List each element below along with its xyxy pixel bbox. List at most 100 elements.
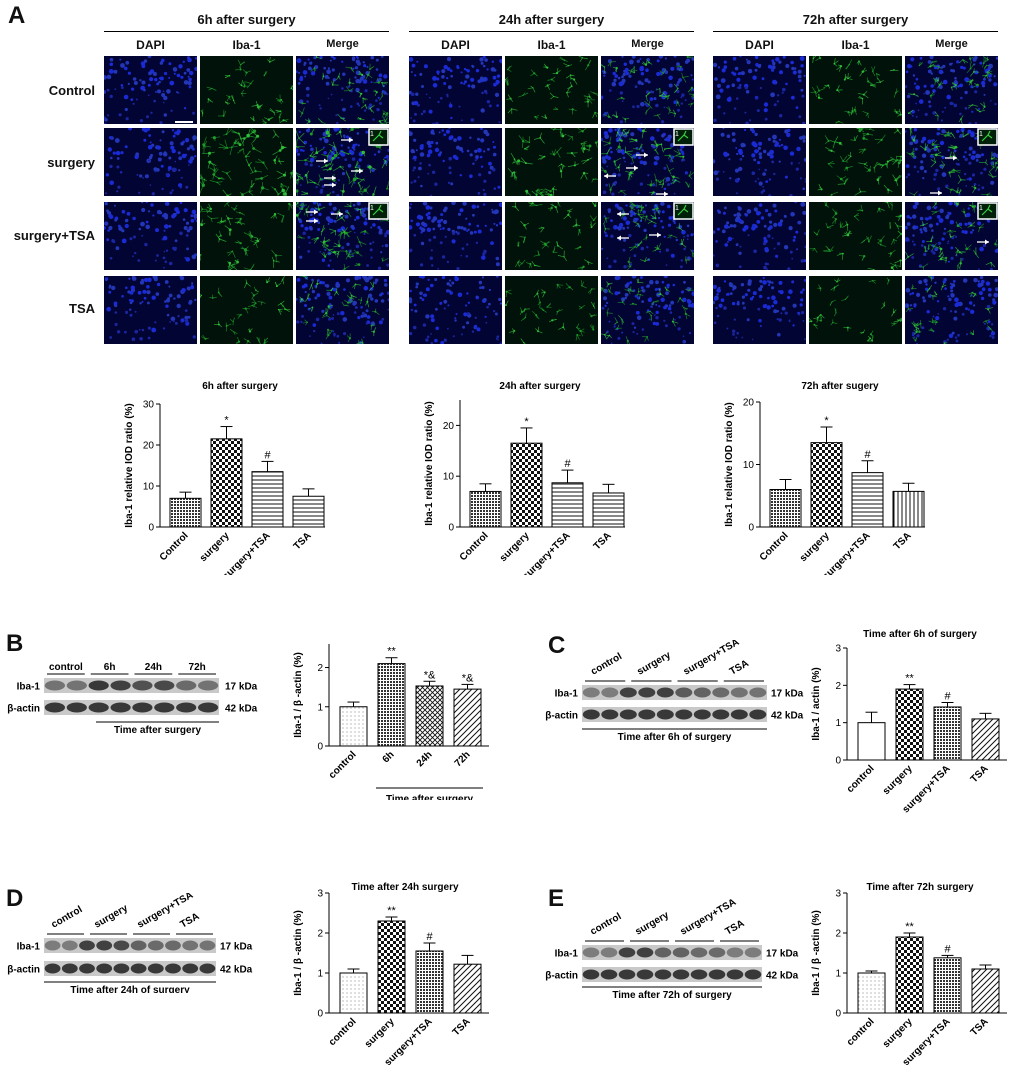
lane-label: control bbox=[49, 662, 83, 673]
band bbox=[79, 963, 95, 974]
chart-a1: 6h after surgery Iba-1 relative IOD ratio… bbox=[124, 381, 325, 575]
band bbox=[44, 963, 61, 974]
bar bbox=[453, 963, 482, 1014]
bar bbox=[769, 489, 802, 528]
dapi-micrograph bbox=[104, 56, 197, 124]
panel-letter-a: A bbox=[8, 2, 26, 29]
chart-title: Time after 72h surgery bbox=[866, 882, 974, 893]
bar bbox=[469, 490, 502, 528]
bar bbox=[971, 718, 1000, 761]
x-tick-label: TSA bbox=[892, 530, 914, 552]
y-tick-label: 10 bbox=[743, 460, 755, 471]
mw-label: 17 kDa bbox=[771, 689, 804, 700]
significance-mark: # bbox=[264, 449, 271, 461]
dapi-micrograph bbox=[409, 56, 502, 124]
dapi-micrograph bbox=[409, 128, 502, 196]
bar bbox=[377, 920, 406, 1014]
band bbox=[708, 947, 726, 958]
band bbox=[176, 702, 197, 713]
y-tick-label: 10 bbox=[443, 472, 455, 483]
y-tick-label: 2 bbox=[317, 929, 323, 940]
band bbox=[712, 687, 730, 698]
chart-title: Time after 24h surgery bbox=[351, 882, 459, 893]
band bbox=[656, 687, 674, 698]
significance-mark: * bbox=[524, 416, 529, 428]
blot-strip bbox=[44, 678, 219, 693]
significance-mark: ** bbox=[387, 905, 396, 917]
band bbox=[619, 709, 637, 720]
bar bbox=[933, 706, 962, 761]
band bbox=[726, 947, 744, 958]
x-tick-label: control bbox=[327, 1016, 359, 1048]
column-label: Iba-1 bbox=[537, 38, 566, 52]
band bbox=[130, 940, 147, 951]
band-label: Iba-1 bbox=[17, 682, 41, 693]
dapi-micrograph bbox=[713, 202, 806, 270]
bar bbox=[169, 497, 202, 528]
band bbox=[672, 969, 690, 980]
bar bbox=[339, 706, 368, 747]
band bbox=[113, 940, 130, 951]
y-tick-label: 3 bbox=[835, 889, 841, 900]
lane-label: TSA bbox=[179, 911, 202, 931]
western-blot-b: Iba-1 β-actin 17 kDa 42 kDa control 6h 24h 72h T… bbox=[0, 655, 285, 755]
mw-label: 17 kDa bbox=[225, 682, 258, 693]
merge-micrograph: 1 bbox=[905, 202, 998, 270]
y-tick-label: 3 bbox=[317, 889, 323, 900]
bar bbox=[415, 950, 444, 1014]
column-label: DAPI bbox=[441, 38, 470, 52]
band bbox=[601, 687, 619, 698]
band bbox=[636, 947, 654, 958]
band bbox=[132, 702, 153, 713]
significance-mark: # bbox=[564, 458, 571, 470]
band-label: Iba-1 bbox=[17, 942, 41, 953]
panel-letter-e: E bbox=[548, 885, 565, 912]
band bbox=[66, 680, 87, 691]
bar bbox=[339, 972, 368, 1014]
y-tick-label: 0 bbox=[448, 523, 454, 534]
bar bbox=[857, 972, 886, 1014]
y-tick-label: 20 bbox=[743, 398, 755, 409]
y-tick-label: 0 bbox=[317, 1009, 323, 1020]
y-tick-label: 1 bbox=[317, 969, 323, 980]
x-tick-label: surgery bbox=[881, 1016, 915, 1050]
dapi-micrograph bbox=[104, 128, 197, 196]
iba-micrograph bbox=[200, 276, 293, 344]
band bbox=[582, 947, 600, 958]
y-axis-label: Iba-1 / β -actin (%) bbox=[293, 910, 304, 996]
band bbox=[96, 940, 113, 951]
bar bbox=[895, 688, 924, 761]
significance-mark: # bbox=[944, 691, 951, 703]
blot-caption: Time after 72h of surgery bbox=[612, 990, 732, 1001]
column-label: DAPI bbox=[136, 38, 165, 52]
lane-label: control bbox=[50, 904, 85, 931]
dapi-micrograph bbox=[104, 202, 197, 270]
bar bbox=[210, 438, 243, 528]
iba-micrograph bbox=[505, 56, 598, 124]
mw-label: 42 kDa bbox=[220, 965, 253, 976]
band bbox=[44, 702, 65, 713]
merge-micrograph: 1 bbox=[296, 202, 389, 270]
band bbox=[600, 969, 618, 980]
column-label: Iba-1 bbox=[232, 38, 261, 52]
merge-micrograph bbox=[905, 276, 998, 344]
band bbox=[88, 702, 109, 713]
band bbox=[675, 687, 693, 698]
significance-mark: *& bbox=[424, 669, 436, 681]
chart-title: 72h after sugery bbox=[801, 381, 879, 392]
band bbox=[749, 709, 767, 720]
mw-label: 42 kDa bbox=[771, 711, 804, 722]
significance-mark: # bbox=[944, 943, 951, 955]
band bbox=[693, 687, 711, 698]
band bbox=[182, 963, 199, 974]
group-underline bbox=[104, 31, 389, 32]
y-tick-label: 20 bbox=[443, 421, 455, 432]
chart-title: 6h after surgery bbox=[202, 381, 278, 392]
lane-label: control bbox=[589, 651, 624, 678]
y-tick-label: 0 bbox=[317, 742, 323, 753]
y-tick-label: 2 bbox=[317, 663, 323, 674]
x-tick-label: TSA bbox=[969, 1016, 991, 1038]
group-title: 6h after surgery bbox=[197, 12, 296, 27]
significance-mark: # bbox=[864, 449, 871, 461]
band-label: Iba-1 bbox=[555, 949, 579, 960]
